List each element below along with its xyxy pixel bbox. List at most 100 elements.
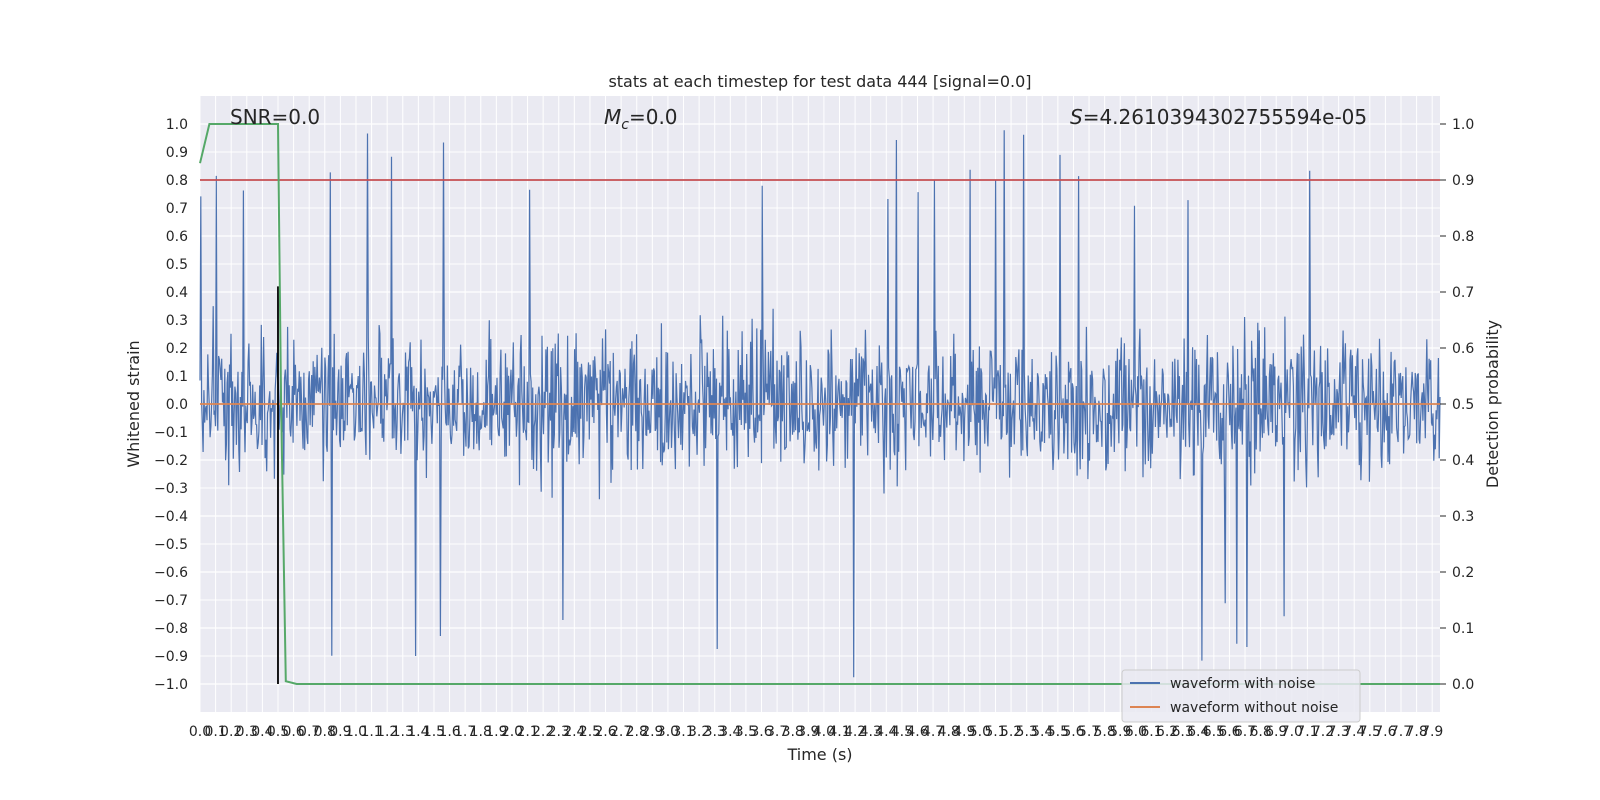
y-right-tick-label: 0.7 xyxy=(1452,285,1474,301)
y-left-tick-label: −0.3 xyxy=(154,481,188,497)
x-tick-label: 2.2 xyxy=(532,724,554,740)
x-tick-label: 6.6 xyxy=(1218,724,1240,740)
x-tick-label: 1.8 xyxy=(470,724,492,740)
x-tick-label: 4.0 xyxy=(813,724,835,740)
x-tick-label: 3.9 xyxy=(797,724,819,740)
x-tick-label: 1.4 xyxy=(407,724,429,740)
x-tick-label: 3.8 xyxy=(782,724,804,740)
legend-label-noise: waveform with noise xyxy=(1170,676,1315,692)
x-tick-label: 1.6 xyxy=(438,724,460,740)
x-tick-label: 2.8 xyxy=(626,724,648,740)
x-tick-label: 3.0 xyxy=(657,724,679,740)
y-right-tick-label: 0.1 xyxy=(1452,621,1474,637)
legend-label-clean: waveform without noise xyxy=(1170,700,1338,716)
x-tick-label: 6.0 xyxy=(1125,724,1147,740)
mc-value: =0.0 xyxy=(629,105,678,129)
x-tick-label: 3.6 xyxy=(750,724,772,740)
x-tick-label: 4.4 xyxy=(875,724,897,740)
y-left-tick-label: 0.6 xyxy=(166,229,188,245)
x-tick-label: 1.9 xyxy=(485,724,507,740)
y-left-tick-label: 0.0 xyxy=(166,397,188,413)
x-tick-label: 6.8 xyxy=(1249,724,1271,740)
y-left-tick-label: 0.1 xyxy=(166,369,188,385)
y-axis-left-label: Whitened strain xyxy=(124,340,143,467)
x-tick-label: 2.5 xyxy=(579,724,601,740)
x-tick-label: 0.7 xyxy=(298,724,320,740)
x-tick-label: 7.8 xyxy=(1405,724,1427,740)
x-tick-label: 6.7 xyxy=(1234,724,1256,740)
x-tick-label: 3.3 xyxy=(704,724,726,740)
y-left-tick-label: −0.1 xyxy=(154,425,188,441)
x-tick-label: 6.3 xyxy=(1172,724,1194,740)
x-tick-label: 0.2 xyxy=(220,724,242,740)
y-axis-right-label: Detection probability xyxy=(1483,320,1502,488)
x-tick-label: 5.1 xyxy=(984,724,1006,740)
x-tick-label: 2.3 xyxy=(548,724,570,740)
x-tick-label: 0.1 xyxy=(204,724,226,740)
y-left-tick-label: 0.5 xyxy=(166,257,188,273)
y-right-tick-label: 0.3 xyxy=(1452,509,1474,525)
x-tick-label: 4.1 xyxy=(828,724,850,740)
noise-series xyxy=(199,130,1441,678)
y-left-tick-label: 0.9 xyxy=(166,145,188,161)
legend: waveform with noise waveform without noi… xyxy=(1121,669,1361,723)
x-tick-label: 0.5 xyxy=(267,724,289,740)
x-tick-label: 2.1 xyxy=(516,724,538,740)
mc-symbol: M xyxy=(604,105,621,129)
x-axis-label: Time (s) xyxy=(786,745,852,764)
x-tick-label: 2.4 xyxy=(563,724,585,740)
x-tick-label: 4.6 xyxy=(906,724,928,740)
snr-annotation: SNR=0.0 xyxy=(230,105,320,129)
x-tick-label: 7.9 xyxy=(1421,724,1443,740)
x-tick-label: 5.9 xyxy=(1109,724,1131,740)
x-tick-label: 4.5 xyxy=(891,724,913,740)
y-right-tick-label: 0.2 xyxy=(1452,565,1474,581)
x-tick-label: 7.2 xyxy=(1312,724,1334,740)
noise-waveform-line xyxy=(199,130,1441,678)
x-tick-label: 7.1 xyxy=(1296,724,1318,740)
y-left-tick-labels: 1.0 0.9 0.8 0.7 0.6 0.5 0.4 0.3 0.2 0.1 0.0 −0.1 −0.… xyxy=(154,117,188,693)
y-left-tick-label: −0.4 xyxy=(154,509,188,525)
x-tick-label: 0.8 xyxy=(314,724,336,740)
x-tick-label: 1.1 xyxy=(360,724,382,740)
x-tick-label: 5.8 xyxy=(1094,724,1116,740)
y-left-tick-label: −0.6 xyxy=(154,565,188,581)
x-tick-label: 0.0 xyxy=(189,724,211,740)
x-tick-label: 3.7 xyxy=(766,724,788,740)
x-tick-label: 5.0 xyxy=(969,724,991,740)
y-left-tick-label: −0.5 xyxy=(154,537,188,553)
x-tick-label: 5.6 xyxy=(1062,724,1084,740)
mc-annotation: Mc=0.0 xyxy=(604,105,678,133)
x-tick-label: 3.4 xyxy=(719,724,741,740)
x-tick-label: 1.5 xyxy=(423,724,445,740)
y-right-tick-label: 1.0 xyxy=(1452,117,1474,133)
s-value: =4.2610394302755594e-05 xyxy=(1083,105,1367,129)
y-left-tick-label: 0.4 xyxy=(166,285,188,301)
x-tick-label: 7.3 xyxy=(1327,724,1349,740)
y-right-tick-label: 0.0 xyxy=(1452,677,1474,693)
x-tick-label: 1.7 xyxy=(454,724,476,740)
x-tick-label: 7.0 xyxy=(1281,724,1303,740)
x-tick-label: 7.5 xyxy=(1359,724,1381,740)
y-left-tick-label: −0.7 xyxy=(154,593,188,609)
x-tick-label: 4.7 xyxy=(922,724,944,740)
x-tick-label: 3.1 xyxy=(672,724,694,740)
x-tick-label: 3.5 xyxy=(735,724,757,740)
y-right-tick-label: 0.9 xyxy=(1452,173,1474,189)
x-tick-label: 4.8 xyxy=(938,724,960,740)
x-tick-label: 7.6 xyxy=(1374,724,1396,740)
x-tick-label: 2.0 xyxy=(501,724,523,740)
y-left-tick-label: −0.8 xyxy=(154,621,188,637)
x-tick-label: 7.7 xyxy=(1390,724,1412,740)
y-left-tick-label: 0.8 xyxy=(166,173,188,189)
x-tick-label: 5.2 xyxy=(1000,724,1022,740)
x-tick-label: 5.3 xyxy=(1016,724,1038,740)
x-tick-label: 6.1 xyxy=(1140,724,1162,740)
y-left-tick-label: 1.0 xyxy=(166,117,188,133)
detection-probability-line xyxy=(199,123,1440,685)
y-left-tick-label: −0.2 xyxy=(154,453,188,469)
x-tick-labels: 0.00.10.20.30.40.50.60.70.80.91.01.11.21… xyxy=(189,724,1443,740)
x-tick-label: 0.6 xyxy=(282,724,304,740)
x-tick-label: 3.2 xyxy=(688,724,710,740)
y-left-tick-label: −0.9 xyxy=(154,649,188,665)
